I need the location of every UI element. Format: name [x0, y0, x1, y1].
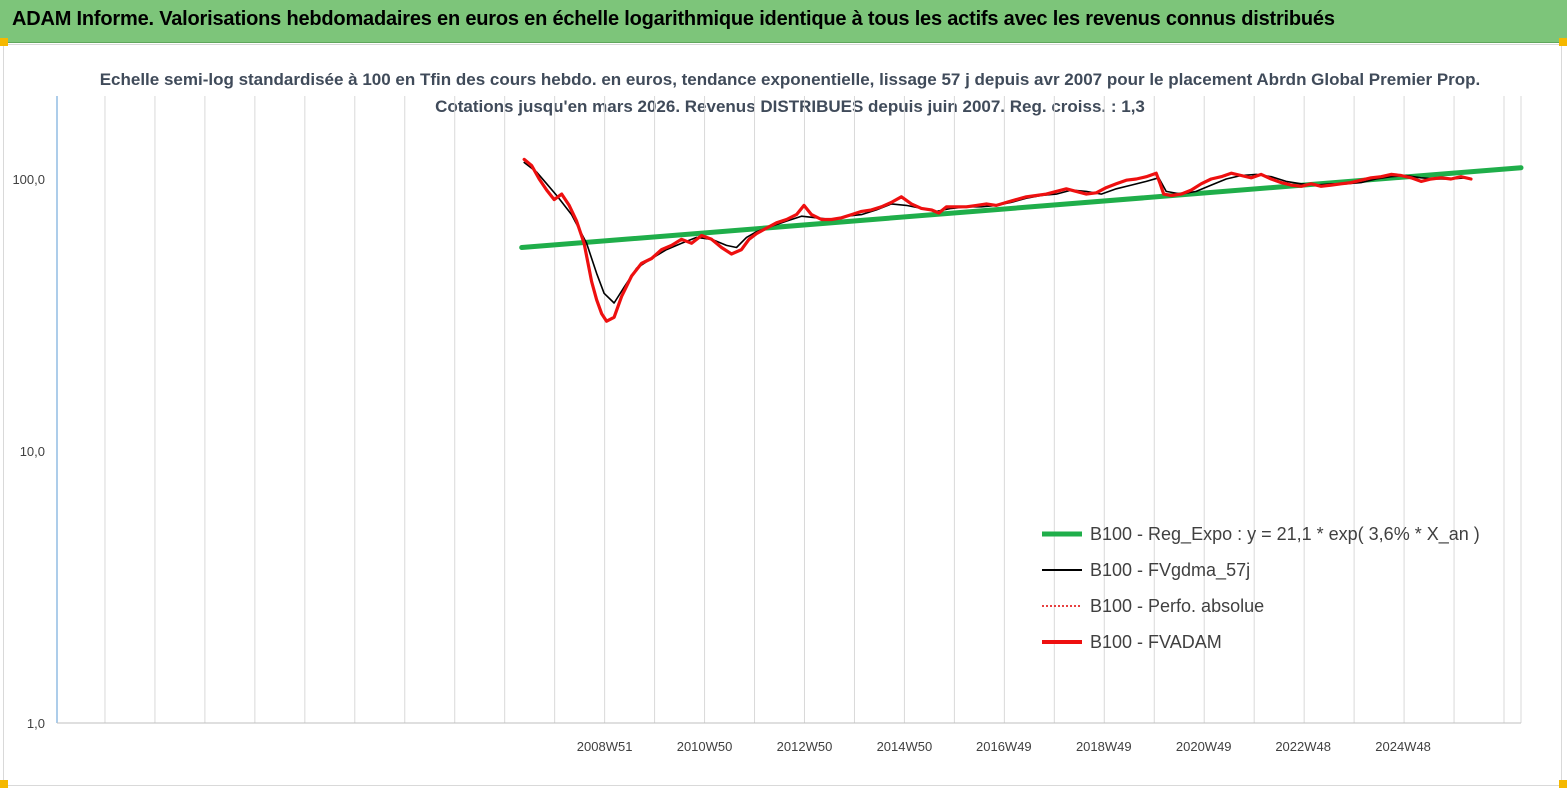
frame-corner-top-left: [0, 38, 8, 46]
x-tick-label-1: 2010W50: [677, 739, 733, 754]
frame-corner-top-right: [1559, 38, 1567, 46]
chart-frame: [3, 44, 1562, 786]
x-tick-label-8: 2024W48: [1375, 739, 1431, 754]
y-tick-label-2: 100,0: [12, 172, 45, 187]
chart-title: Echelle semi-log standardisée à 100 en T…: [99, 70, 1481, 116]
x-tick-label-6: 2020W49: [1176, 739, 1232, 754]
frame-corner-bottom-left: [0, 780, 8, 788]
series-line-3: [522, 157, 1473, 323]
legend-label-fvadam: B100 - FVADAM: [1090, 632, 1222, 652]
legend-item-perfo-absolue: B100 - Perfo. absolue: [1040, 590, 1520, 626]
x-tick-labels: 2008W51 2010W50 2012W50 2014W50 2016W49 2018W…: [577, 739, 1431, 754]
x-tick-label-4: 2016W49: [976, 739, 1032, 754]
x-tick-label-5: 2018W49: [1076, 739, 1132, 754]
series-lines: [519, 157, 1524, 323]
legend-item-fvgdma: B100 - FVgdma_57j: [1040, 554, 1520, 590]
legend-swatch-reg-expo: [1042, 531, 1082, 537]
x-tick-label-2: 2012W50: [777, 739, 833, 754]
series-line-1: [523, 161, 1467, 304]
x-tick-label-7: 2022W48: [1275, 739, 1331, 754]
x-tick-label-3: 2014W50: [877, 739, 933, 754]
legend-swatch-fvadam: [1042, 640, 1082, 644]
grid-lines: [104, 96, 1522, 723]
legend-label-fvgdma: B100 - FVgdma_57j: [1090, 560, 1251, 580]
y-tick-labels: 1,0 10,0 100,0: [12, 172, 45, 731]
frame-corner-bottom-right: [1559, 780, 1567, 788]
x-tick-label-0: 2008W51: [577, 739, 633, 754]
y-tick-label-1: 10,0: [20, 444, 45, 459]
legend-swatch-perfo-absolue: [1042, 605, 1082, 607]
legend-item-fvadam: B100 - FVADAM: [1040, 626, 1520, 662]
y-tick-label-0: 1,0: [27, 716, 45, 731]
report-title: ADAM Informe. Valorisations hebdomadaire…: [12, 8, 1335, 30]
legend-item-reg-expo: B100 - Reg_Expo : y = 21,1 * exp( 3,6% *…: [1040, 518, 1520, 554]
chart-legend: B100 - Reg_Expo : y = 21,1 * exp( 3,6% *…: [1040, 518, 1520, 662]
legend-swatch-fvgdma: [1042, 569, 1082, 571]
report-banner: ADAM Informe. Valorisations hebdomadaire…: [0, 0, 1567, 43]
legend-label-perfo-absolue: B100 - Perfo. absolue: [1090, 596, 1265, 616]
legend-label-reg-expo: B100 - Reg_Expo : y = 21,1 * exp( 3,6% *…: [1090, 524, 1480, 544]
